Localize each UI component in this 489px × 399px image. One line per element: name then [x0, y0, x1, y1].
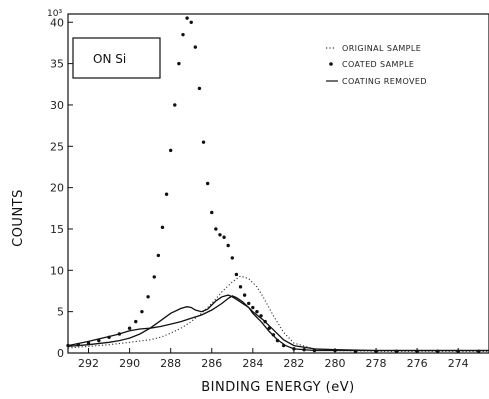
x-tick-label: 286 [201, 357, 222, 370]
legend-entry-removed: COATING REMOVED [326, 77, 427, 86]
y-tick-label: 10 [50, 264, 64, 277]
data-point [238, 285, 243, 289]
y-tick-label: 15 [50, 223, 64, 236]
data-point [140, 309, 144, 314]
data-point [189, 20, 193, 24]
data-point [226, 243, 230, 248]
data-point [181, 32, 185, 37]
data-point [214, 227, 218, 231]
data-point [164, 192, 169, 196]
y-tick-label: 35 [50, 58, 64, 71]
legend-label-coated: COATED SAMPLE [342, 60, 414, 69]
y-tick-label: 25 [50, 140, 64, 153]
data-point [197, 86, 202, 91]
x-tick-label: 276 [407, 357, 428, 370]
legend-entry-original: ORIGINAL SAMPLE [326, 44, 421, 53]
y-axis-title: COUNTS [11, 189, 26, 247]
annotation-label: ON Si [93, 52, 126, 66]
data-point [205, 181, 210, 186]
x-tick-label: 284 [242, 357, 263, 370]
data-point [218, 233, 222, 237]
y-tick-label: 40 [50, 16, 64, 29]
x-tick-label: 282 [283, 357, 304, 370]
x-axis-title: BINDING ENERGY (eV) [201, 380, 354, 395]
data-point [134, 319, 138, 324]
data-point [177, 61, 181, 66]
data-point [127, 326, 132, 330]
legend-swatch-points [329, 62, 333, 66]
legend-label-removed: COATING REMOVED [342, 77, 427, 86]
plot-area-frame [67, 13, 489, 354]
series-layer [66, 16, 489, 354]
series-line-3 [67, 295, 489, 352]
annotation-frame [72, 37, 161, 79]
data-point [173, 103, 177, 107]
y-tick-label: 0 [57, 347, 64, 360]
x-tick-label: 288 [160, 357, 181, 370]
y-tick-label: 30 [50, 99, 64, 112]
x-tick-label: 280 [324, 357, 345, 370]
y-tick-label: 20 [50, 182, 64, 195]
data-point [251, 305, 255, 310]
x-tick-label: 274 [448, 357, 469, 370]
y-tick-label: 5 [57, 306, 64, 319]
data-point [152, 275, 156, 279]
x-tick-label: 290 [119, 357, 140, 370]
data-point [234, 272, 239, 277]
data-point [222, 235, 226, 239]
data-point [210, 210, 214, 215]
annotation-box: ON Si [72, 37, 161, 79]
data-point [193, 45, 198, 49]
legend: ORIGINAL SAMPLE COATED SAMPLE COATING RE… [326, 44, 427, 86]
data-point [146, 295, 150, 299]
data-point [185, 16, 189, 20]
x-tick-label: 292 [78, 357, 99, 370]
legend-label-original: ORIGINAL SAMPLE [342, 44, 421, 53]
data-point [247, 301, 251, 306]
data-point [230, 256, 234, 260]
data-point [201, 140, 206, 144]
data-point [259, 314, 263, 318]
series-line-2 [67, 294, 489, 352]
data-point [156, 253, 161, 258]
x-tick-label: 278 [366, 357, 387, 370]
data-point [168, 148, 173, 153]
data-point [255, 309, 259, 314]
data-point [242, 293, 247, 297]
legend-entry-coated: COATED SAMPLE [329, 60, 414, 69]
data-point [160, 225, 165, 230]
y-multiplier-label: 10³ [47, 9, 62, 19]
